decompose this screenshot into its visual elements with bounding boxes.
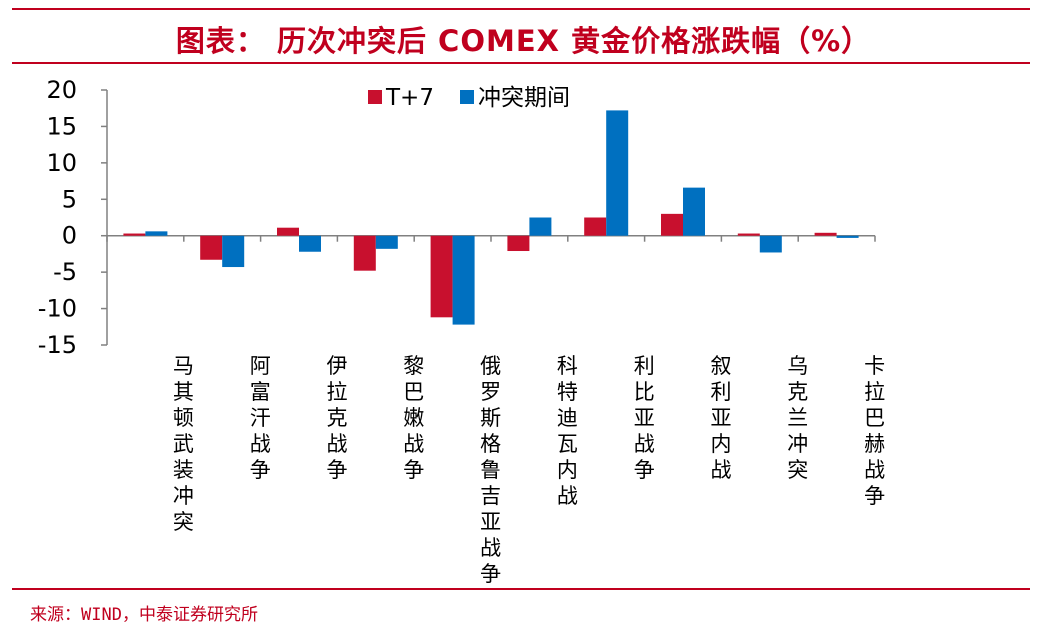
source-note: 来源：WIND，中泰证券研究所 [30,605,258,625]
bar [375,235,398,249]
bar [759,235,782,253]
bar [529,217,552,236]
chart-axes [101,89,876,346]
y-tick-label: 5 [62,185,77,213]
chart-legend: T+7 冲突期间 [368,85,570,111]
category-label: 马其顿武装冲突 [173,354,194,534]
bar [606,110,629,236]
y-tick-label: 10 [46,149,77,177]
chart-bars [123,110,859,325]
bar [299,235,321,252]
category-label: 利比亚战争 [634,354,655,482]
chart-title: 图表： 历次冲突后 COMEX 黄金价格涨跌幅（%） [175,24,872,58]
legend-swatch [460,90,474,104]
y-tick-label: -15 [38,331,77,359]
category-label: 伊拉克战争 [327,354,348,482]
bottom-rule [12,588,1030,590]
bar [507,235,530,252]
bar [814,232,837,236]
category-label: 乌克兰冲突 [787,354,808,482]
bar [222,235,245,268]
bar [737,233,760,236]
y-tick-label: 15 [46,112,77,140]
bar [683,187,705,236]
top-rule [12,8,1030,10]
title-rule [12,62,1030,64]
category-label: 阿富汗战争 [250,354,271,482]
category-label: 科特迪瓦内战 [557,354,578,508]
category-label: 卡拉巴赫战争 [864,354,885,508]
y-tick-label: -10 [38,295,77,323]
legend-label: 冲突期间 [478,85,570,111]
bar [200,235,223,260]
category-label: 叙利亚内战 [711,354,732,482]
bar-chart: 20 15 10 5 0 -5 -10 -15 马其顿武装冲突 阿富汗战争 伊拉克战争 黎巴嫩战争 俄罗… [38,76,885,586]
bar [277,227,299,236]
bar [661,213,683,236]
y-tick-label: -5 [53,258,77,286]
bar [353,235,376,271]
bar [145,231,168,236]
legend-swatch [368,90,382,104]
category-label: 俄罗斯格鲁吉亚战争 [480,354,501,586]
y-tick-label: 20 [46,76,77,104]
bar [584,217,607,236]
bar [452,235,475,325]
legend-label: T+7 [385,85,434,111]
category-label: 黎巴嫩战争 [403,354,424,482]
bar [430,235,453,318]
bar [836,235,859,238]
y-tick-label: 0 [62,222,77,250]
bar [123,233,146,236]
chart-labels: 20 15 10 5 0 -5 -10 -15 马其顿武装冲突 阿富汗战争 伊拉克战争 黎巴嫩战争 俄罗… [38,76,885,586]
